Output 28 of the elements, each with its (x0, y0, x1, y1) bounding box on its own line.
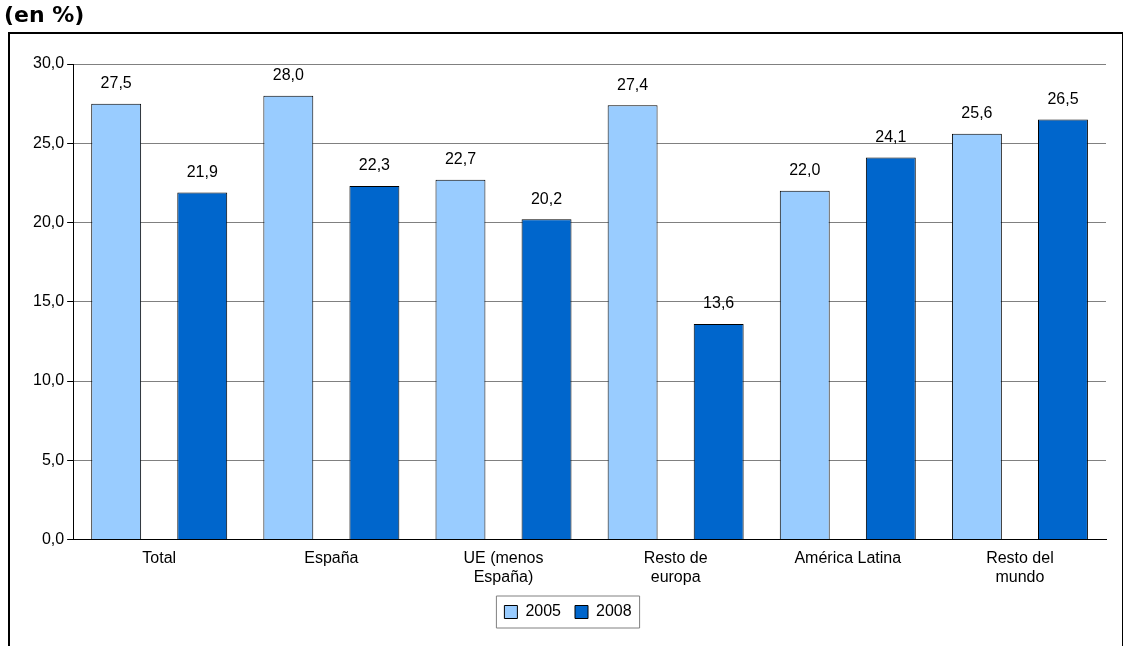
chart-title: (en %) (4, 2, 85, 27)
y-tick-label: 25,0 (33, 133, 65, 151)
data-label: 21,9 (186, 162, 218, 180)
legend-label: 2005 (525, 602, 562, 620)
data-label: 22,7 (444, 150, 477, 168)
data-label: 27,5 (100, 74, 132, 92)
y-tick-label: 15,0 (33, 292, 65, 310)
data-label: 13,6 (703, 294, 735, 312)
data-label: 22,3 (358, 156, 391, 174)
x-tick-label: Resto del mundo (986, 548, 1054, 585)
data-label: 26,5 (1047, 89, 1079, 107)
y-tick-label: 20,0 (33, 212, 65, 230)
legend-label: 2008 (596, 602, 632, 620)
data-label: 22,0 (789, 161, 821, 179)
y-tick-label: 30,0 (33, 54, 65, 72)
data-label: 24,1 (875, 127, 907, 145)
x-tick-label: España (304, 548, 359, 566)
data-label: 25,6 (961, 104, 993, 122)
x-tick-label: UE (menos España) (463, 548, 544, 585)
y-tick-label: 0,0 (41, 530, 65, 548)
data-label: 27,4 (617, 75, 649, 93)
data-label: 28,0 (272, 66, 304, 84)
x-tick-label: América Latina (794, 548, 902, 566)
x-tick-label: Resto de europa (643, 548, 708, 585)
data-label: 20,2 (530, 189, 563, 207)
y-tick-label: 10,0 (33, 371, 65, 389)
y-tick-label: 5,0 (41, 450, 65, 468)
x-tick-label: Total (142, 548, 177, 566)
